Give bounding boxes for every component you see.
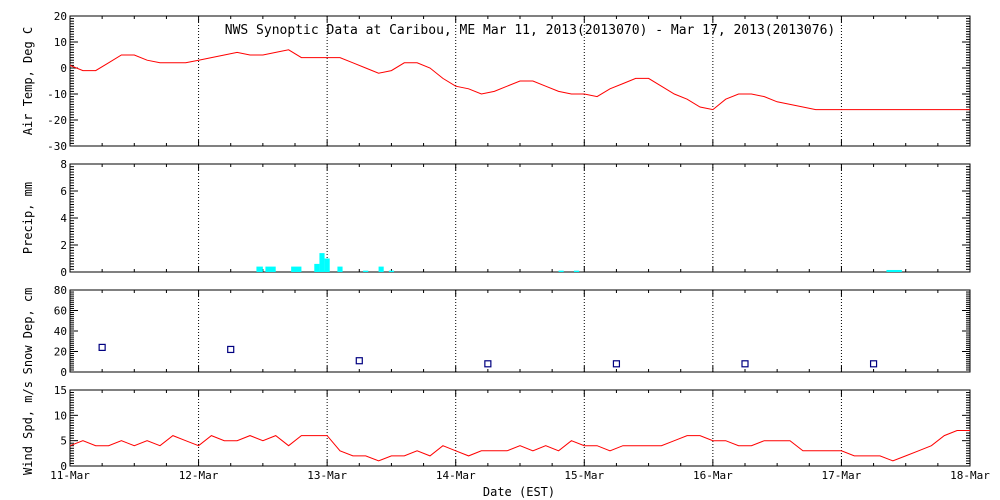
precip-bar bbox=[574, 270, 580, 272]
snow-depth-point bbox=[612, 360, 621, 368]
panel-frame bbox=[69, 163, 971, 273]
y-tick-label: 20 bbox=[54, 346, 67, 359]
precip-bar bbox=[558, 270, 564, 272]
y-axis-label: Wind Spd, m/s bbox=[21, 381, 35, 475]
y-tick-label: 10 bbox=[54, 36, 67, 49]
y-tick-label: 0 bbox=[60, 366, 67, 379]
x-tick-label: 12-Mar bbox=[179, 469, 219, 482]
y-tick-label: 8 bbox=[60, 158, 67, 171]
chart-title: NWS Synoptic Data at Caribou, ME Mar 11,… bbox=[225, 23, 835, 38]
y-tick-label: 15 bbox=[54, 384, 67, 397]
y-tick-label: -20 bbox=[47, 114, 67, 127]
y-tick-label: 60 bbox=[54, 305, 67, 318]
y-tick-label: -10 bbox=[47, 88, 67, 101]
precip-bar bbox=[265, 266, 276, 272]
x-tick-label: 11-Mar bbox=[50, 469, 90, 482]
snow-depth-point bbox=[227, 345, 235, 354]
x-tick-label: 17-Mar bbox=[822, 469, 862, 482]
x-tick-label: 18-Mar bbox=[950, 469, 990, 482]
y-tick-label: 10 bbox=[54, 409, 67, 422]
precip-bar bbox=[324, 258, 330, 272]
y-tick-label: 80 bbox=[54, 284, 67, 297]
y-tick-label: 20 bbox=[54, 10, 67, 23]
y-tick-label: 5 bbox=[60, 435, 67, 448]
x-axis-label: Date (EST) bbox=[483, 485, 555, 499]
snow-depth-point bbox=[355, 357, 363, 365]
y-tick-label: -30 bbox=[47, 140, 67, 153]
precip-bar bbox=[337, 266, 343, 272]
y-tick-label: 0 bbox=[60, 62, 67, 75]
snow-depth-point bbox=[98, 343, 106, 351]
precip-bar bbox=[319, 253, 325, 272]
x-tick-label: 14-Mar bbox=[436, 469, 476, 482]
precip-bar bbox=[363, 270, 369, 272]
y-tick-label: 4 bbox=[60, 212, 67, 225]
precip-bar bbox=[388, 270, 394, 272]
panel-frame bbox=[69, 389, 971, 467]
y-tick-label: 6 bbox=[60, 185, 67, 198]
panel-frame bbox=[69, 289, 971, 373]
y-tick-label: 0 bbox=[60, 460, 67, 473]
y-axis-label: Precip, mm bbox=[21, 182, 35, 254]
x-tick-label: 16-Mar bbox=[693, 469, 733, 482]
precip-bar bbox=[378, 266, 384, 272]
wind-speed-series bbox=[69, 430, 970, 462]
air-temp-series bbox=[69, 49, 970, 111]
y-axis-label: Air Temp, Deg C bbox=[21, 27, 35, 135]
y-tick-label: 0 bbox=[60, 266, 67, 279]
y-tick-label: 40 bbox=[54, 325, 67, 338]
precip-bar bbox=[256, 266, 263, 272]
precip-bar bbox=[291, 266, 302, 272]
snow-depth-point bbox=[484, 360, 492, 368]
y-tick-label: 2 bbox=[60, 239, 67, 252]
x-tick-label: 13-Mar bbox=[307, 469, 347, 482]
snow-depth-point bbox=[741, 360, 749, 368]
precip-bar bbox=[886, 269, 902, 272]
y-axis-label: Snow Dep, cm bbox=[21, 288, 35, 375]
precip-bar bbox=[314, 263, 320, 272]
snow-depth-point bbox=[869, 360, 878, 368]
x-tick-label: 15-Mar bbox=[564, 469, 604, 482]
